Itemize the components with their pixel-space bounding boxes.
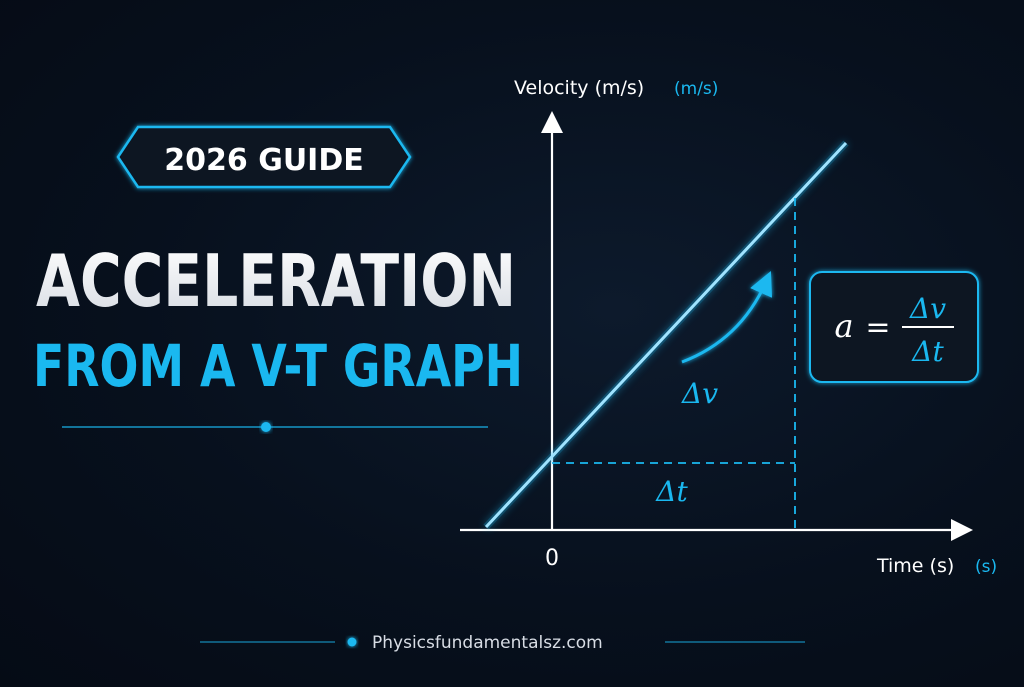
title-line-2: FROM A V-T GRAPH	[33, 332, 523, 400]
footer-divider	[200, 637, 805, 647]
formula-equals: =	[865, 310, 890, 345]
formula-denominator: Δt	[911, 335, 944, 368]
guide-badge	[116, 125, 412, 189]
y-axis-label: Velocity (m/s)	[514, 77, 644, 99]
badge-text: 2026 GUIDE	[164, 143, 363, 178]
title-divider	[62, 422, 488, 432]
delta-v-label: Δv	[681, 377, 718, 410]
footer-website: Physicsfundamentalsz.com	[372, 633, 603, 653]
formula-box	[809, 271, 979, 383]
x-axis-unit-highlight: (s)	[975, 557, 997, 577]
formula-lhs: a	[834, 307, 853, 345]
velocity-line	[484, 141, 848, 529]
title-line-1: ACCELERATION	[36, 239, 516, 323]
curved-arrow-icon	[681, 271, 773, 364]
formula-numerator: Δv	[909, 292, 946, 325]
x-axis-label: Time (s)	[876, 555, 954, 577]
delta-t-label: Δt	[655, 475, 688, 508]
origin-label: 0	[545, 546, 559, 571]
y-axis-unit-highlight: (m/s)	[674, 79, 718, 99]
